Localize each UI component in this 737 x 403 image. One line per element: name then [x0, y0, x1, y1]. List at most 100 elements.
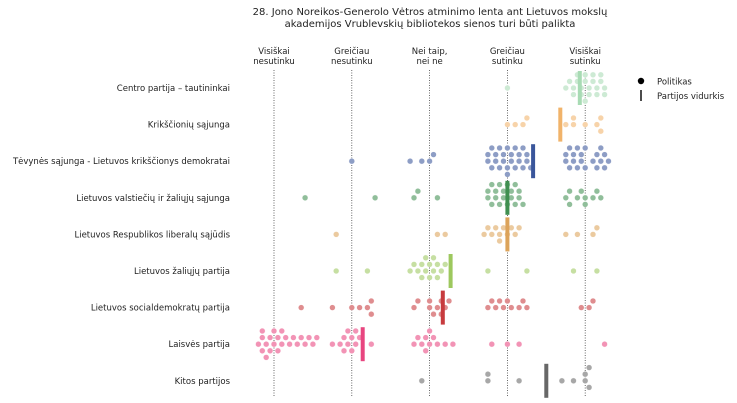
point-tevynes-sajunga-lietuvos-krikscionys-demokratai-36: [574, 144, 581, 152]
point-laisves-partija-2: [259, 347, 266, 354]
mean-bar-laisves-partija: [360, 327, 365, 362]
point-lietuvos-socialdemokratu-partija-18: [488, 297, 495, 305]
point-tevynes-sajunga-lietuvos-krikscionys-demokratai-27: [523, 151, 531, 158]
scale-label-3-line-1: Nei taip,: [412, 47, 448, 57]
point-lietuvos-socialdemokratu-partija-24: [515, 304, 523, 311]
point-tevynes-sajunga-lietuvos-krikscionys-demokratai-7: [488, 164, 495, 171]
politician-points: [255, 71, 612, 391]
point-lietuvos-respublikos-liberalu-sajudis-16: [589, 231, 597, 238]
point-tevynes-sajunga-lietuvos-krikscionys-demokratai-12: [496, 144, 503, 152]
point-lietuvos-valstieciu-ir-zaliuju-sajunga-23: [519, 201, 527, 208]
point-laisves-partija-10: [274, 334, 282, 341]
point-lietuvos-socialdemokratu-partija-26: [523, 304, 531, 311]
point-laisves-partija-3: [259, 327, 266, 335]
point-tevynes-sajunga-lietuvos-krikscionys-demokratai-25: [519, 144, 527, 152]
point-laisves-partija-28: [344, 327, 352, 335]
point-tevynes-sajunga-lietuvos-krikscionys-demokratai-17: [504, 171, 511, 178]
point-tevynes-sajunga-lietuvos-krikscionys-demokratai-47: [601, 164, 608, 171]
point-tevynes-sajunga-lietuvos-krikscionys-demokratai-13: [500, 158, 507, 165]
point-centro-partija-tautininkai-17: [593, 91, 601, 98]
point-tevynes-sajunga-lietuvos-krikscionys-demokratai-10: [492, 151, 499, 158]
point-lietuvos-valstieciu-ir-zaliuju-sajunga-1: [372, 194, 379, 201]
point-lietuvos-valstieciu-ir-zaliuju-sajunga-0: [302, 194, 309, 201]
point-laisves-partija-45: [449, 341, 457, 348]
point-tevynes-sajunga-lietuvos-krikscionys-demokratai-18: [508, 158, 515, 165]
point-lietuvos-valstieciu-ir-zaliuju-sajunga-12: [496, 181, 503, 188]
point-lietuvos-socialdemokratu-partija-8: [414, 297, 422, 305]
point-lietuvos-valstieciu-ir-zaliuju-sajunga-4: [434, 194, 441, 201]
party-labels: Centro partija – tautininkai Krikščionių …: [12, 84, 231, 387]
point-tevynes-sajunga-lietuvos-krikscionys-demokratai-41: [589, 158, 597, 165]
point-lietuvos-zaliuju-partija-4: [414, 267, 422, 275]
point-laisves-partija-24: [337, 341, 344, 348]
scale-label-4-line-2: sutinku: [492, 57, 523, 67]
point-laisves-partija-15: [286, 341, 293, 348]
party-label-lietuvos-valstieciu-ir-zaliuju-sajunga: Lietuvos valstiečių ir žaliųjų sąjunga: [76, 193, 230, 204]
point-tevynes-sajunga-lietuvos-krikscionys-demokratai-45: [597, 144, 604, 152]
point-lietuvos-respublikos-liberalu-sajudis-17: [593, 224, 601, 231]
point-laisves-partija-7: [267, 347, 274, 354]
point-centro-partija-tautininkai-9: [582, 78, 589, 85]
point-lietuvos-socialdemokratu-partija-25: [519, 297, 527, 305]
chart-title-line-1: 28. Jono Noreikos-Generolo Vėtros atmini…: [253, 7, 608, 18]
mean-bar-tevynes-sajunga-lietuvos-krikscionys-demokratai: [531, 144, 536, 179]
point-lietuvos-valstieciu-ir-zaliuju-sajunga-3: [414, 188, 422, 195]
point-lietuvos-zaliuju-partija-15: [438, 267, 445, 275]
point-tevynes-sajunga-lietuvos-krikscionys-demokratai-22: [515, 158, 523, 165]
point-lietuvos-valstieciu-ir-zaliuju-sajunga-20: [512, 181, 519, 188]
point-centro-partija-tautininkai-11: [582, 98, 589, 105]
point-laisves-partija-38: [422, 334, 429, 341]
point-tevynes-sajunga-lietuvos-krikscionys-demokratai-37: [578, 158, 585, 165]
point-lietuvos-valstieciu-ir-zaliuju-sajunga-5: [484, 194, 492, 201]
point-laisves-partija-0: [255, 341, 262, 348]
point-lietuvos-respublikos-liberalu-sajudis-13: [515, 224, 523, 231]
point-lietuvos-zaliuju-partija-5: [418, 261, 425, 268]
point-krikscioniu-sajunga-5: [570, 121, 577, 128]
category-gridlines: [273, 70, 586, 397]
point-laisves-partija-17: [294, 341, 301, 348]
point-tevynes-sajunga-lietuvos-krikscionys-demokratai-26: [523, 158, 531, 165]
point-lietuvos-socialdemokratu-partija-3: [356, 304, 363, 311]
point-kitos-partijos-5: [570, 377, 577, 384]
point-centro-partija-tautininkai-21: [601, 91, 608, 98]
point-laisves-partija-27: [344, 341, 352, 348]
point-tevynes-sajunga-lietuvos-krikscionys-demokratai-19: [508, 151, 515, 158]
party-mean-bars: [360, 71, 582, 398]
point-lietuvos-socialdemokratu-partija-5: [368, 297, 375, 305]
point-kitos-partijos-3: [515, 377, 523, 384]
point-lietuvos-zaliuju-partija-12: [430, 254, 437, 261]
point-tevynes-sajunga-lietuvos-krikscionys-demokratai-23: [515, 151, 523, 158]
point-lietuvos-valstieciu-ir-zaliuju-sajunga-8: [488, 181, 495, 188]
point-centro-partija-tautininkai-18: [597, 78, 604, 85]
point-laisves-partija-21: [309, 341, 317, 348]
point-tevynes-sajunga-lietuvos-krikscionys-demokratai-30: [562, 151, 569, 158]
point-lietuvos-valstieciu-ir-zaliuju-sajunga-24: [562, 194, 569, 201]
point-centro-partija-tautininkai-4: [570, 91, 577, 98]
point-laisves-partija-19: [302, 341, 309, 348]
point-tevynes-sajunga-lietuvos-krikscionys-demokratai-0: [348, 158, 355, 165]
party-label-kitos-partijos: Kitos partijos: [175, 377, 231, 387]
point-laisves-partija-18: [298, 334, 305, 341]
party-label-krikscioniu-sajunga: Krikščionių sąjunga: [148, 120, 230, 131]
point-centro-partija-tautininkai-15: [589, 71, 597, 78]
point-lietuvos-valstieciu-ir-zaliuju-sajunga-27: [574, 194, 581, 201]
point-laisves-partija-47: [504, 341, 511, 348]
point-centro-partija-tautininkai-20: [601, 84, 608, 92]
point-laisves-partija-14: [282, 334, 289, 341]
point-lietuvos-valstieciu-ir-zaliuju-sajunga-2: [410, 194, 418, 201]
point-tevynes-sajunga-lietuvos-krikscionys-demokratai-29: [562, 158, 569, 165]
point-tevynes-sajunga-lietuvos-krikscionys-demokratai-33: [570, 158, 577, 165]
point-lietuvos-socialdemokratu-partija-1: [329, 304, 336, 311]
point-krikscioniu-sajunga-10: [597, 128, 604, 135]
party-label-lietuvos-respublikos-liberalu-sajudis: Lietuvos Respublikos liberalų sąjūdis: [74, 230, 230, 240]
point-tevynes-sajunga-lietuvos-krikscionys-demokratai-32: [566, 144, 573, 152]
legend-dot-marker: [637, 77, 645, 85]
point-lietuvos-zaliuju-partija-11: [430, 267, 437, 275]
point-lietuvos-zaliuju-partija-18: [523, 267, 531, 275]
point-lietuvos-zaliuju-partija-0: [333, 267, 340, 275]
point-lietuvos-socialdemokratu-partija-29: [589, 297, 597, 305]
point-laisves-partija-43: [434, 341, 441, 348]
mean-bar-centro-partija-tautininkai: [577, 71, 582, 105]
point-tevynes-sajunga-lietuvos-krikscionys-demokratai-31: [566, 164, 573, 171]
